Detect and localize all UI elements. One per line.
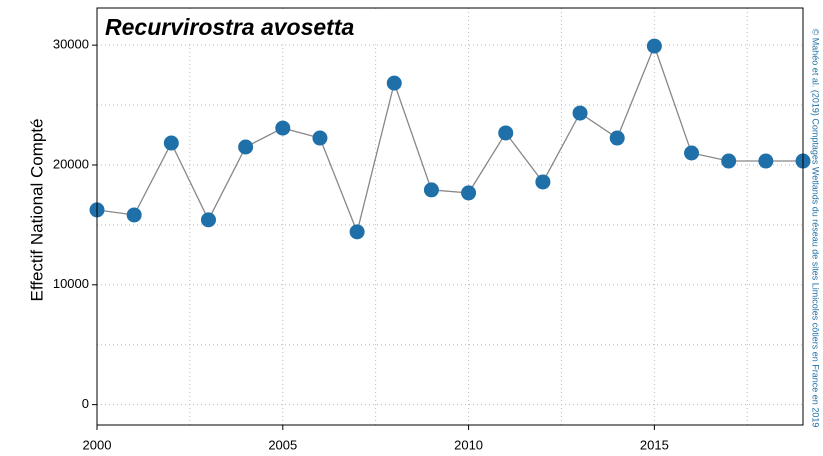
x-tick-label: 2015 [640, 437, 669, 452]
data-point [721, 153, 737, 169]
data-point [312, 130, 328, 146]
data-point [646, 38, 662, 54]
data-point [684, 145, 700, 161]
x-tick-label: 2010 [454, 437, 483, 452]
y-tick-label: 30000 [53, 37, 89, 52]
data-point [609, 130, 625, 146]
chart-title: Recurvirostra avosetta [105, 14, 354, 40]
series-line [96, 44, 803, 234]
x-tick-label: 2000 [83, 437, 112, 452]
credit: © Mahéo et al. (2019) Comptages Wetlands… [811, 29, 821, 428]
plot-frame [96, 7, 804, 426]
data-point [758, 153, 774, 169]
data-point [386, 75, 402, 91]
data-point [572, 105, 588, 121]
y-tick-label: 0 [82, 396, 89, 411]
title-box [98, 9, 426, 41]
y-tick-label: 10000 [53, 276, 89, 291]
y-tick-label: 20000 [53, 156, 89, 171]
data-point [275, 120, 291, 136]
data-point [349, 224, 365, 240]
data-point [461, 185, 477, 201]
data-point [200, 212, 216, 228]
data-point [163, 135, 179, 151]
data-point [498, 125, 514, 141]
data-point [423, 182, 439, 198]
data-point [238, 139, 254, 155]
data-point [126, 207, 142, 223]
y-axis-label: Effectif National Compté [27, 119, 46, 302]
data-point [535, 174, 551, 190]
x-tick-label: 2005 [268, 437, 297, 452]
